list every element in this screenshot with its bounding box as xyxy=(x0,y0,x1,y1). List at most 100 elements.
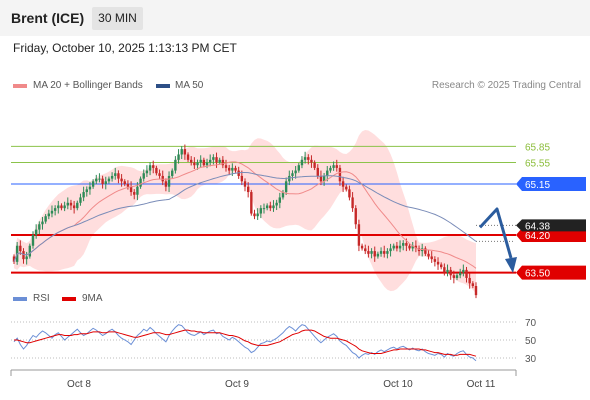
candle-body xyxy=(275,202,278,206)
rsi-legend-label: RSI xyxy=(33,293,50,304)
candle-body xyxy=(139,178,142,187)
last-price-tag xyxy=(516,219,586,232)
candle-body xyxy=(129,186,133,193)
candle-body xyxy=(316,167,319,176)
candle-body xyxy=(44,216,47,222)
candle-body xyxy=(458,272,462,276)
candle-body xyxy=(452,275,456,278)
candle-body xyxy=(402,243,405,246)
candle-body xyxy=(253,213,256,217)
candle-body xyxy=(133,192,136,195)
candle-body xyxy=(202,159,206,166)
candle-body xyxy=(272,205,275,209)
candle-body xyxy=(57,205,60,209)
candle-body xyxy=(190,159,193,163)
candle-body xyxy=(224,165,228,168)
candle-body xyxy=(414,245,418,249)
candle-body xyxy=(98,178,101,180)
candle-body xyxy=(364,248,367,252)
candle-body xyxy=(405,243,408,246)
candle-body xyxy=(107,178,111,182)
candle-body xyxy=(34,229,38,235)
candle-body xyxy=(234,167,237,171)
candle-body xyxy=(123,181,126,184)
candle-body xyxy=(60,205,63,209)
candle-body xyxy=(145,170,149,174)
candle-body xyxy=(297,165,300,171)
candle-body xyxy=(221,159,225,166)
candle-body xyxy=(243,181,247,187)
rsi-ma-legend-swatch xyxy=(62,297,76,301)
candle-body xyxy=(322,175,326,182)
candle-body xyxy=(303,157,307,160)
candle-body xyxy=(38,224,41,230)
candle-body xyxy=(72,205,76,209)
candle-body xyxy=(319,175,323,182)
candle-body xyxy=(262,208,266,210)
candle-body xyxy=(148,165,152,171)
bollinger-band xyxy=(14,130,476,294)
candle-body xyxy=(69,202,73,206)
candle-body xyxy=(427,253,430,257)
rsi-level-label-70: 70 xyxy=(525,318,537,329)
x-tick-label: Oct 11 xyxy=(467,379,496,390)
candle-body xyxy=(212,157,215,160)
candle-body xyxy=(95,178,98,182)
candle-body xyxy=(379,251,383,254)
candle-body xyxy=(104,181,107,184)
candle-body xyxy=(237,170,240,176)
ma50-legend-label: MA 50 xyxy=(175,80,204,91)
candle-body xyxy=(468,277,471,284)
level-tag-text-63.50: 63.50 xyxy=(525,269,550,280)
ma20-legend-label: MA 20 + Bollinger Bands xyxy=(33,80,143,91)
candle-body xyxy=(164,181,168,187)
candle-body xyxy=(265,205,269,209)
timeframe-button[interactable]: 30 MIN xyxy=(92,7,143,30)
candle-body xyxy=(155,167,158,174)
candle-body xyxy=(193,162,196,166)
rsi-legend-swatch xyxy=(13,297,27,301)
rsi-line xyxy=(13,324,477,362)
level-tag-text-64.20: 64.20 xyxy=(525,231,550,242)
candle-body xyxy=(383,251,386,254)
candle-body xyxy=(28,245,32,257)
candle-body xyxy=(351,197,354,209)
candle-body xyxy=(474,286,478,296)
candle-body xyxy=(66,202,69,206)
candle-body xyxy=(50,210,54,214)
candle-body xyxy=(370,251,373,254)
last-price-text: 64.38 xyxy=(525,221,550,232)
candle-body xyxy=(386,251,389,254)
level-tag-64.20 xyxy=(516,228,586,242)
candle-body xyxy=(256,213,259,217)
candle-body xyxy=(63,205,66,209)
forecast-arrowhead xyxy=(505,257,517,273)
candle-body xyxy=(142,173,145,179)
candle-body xyxy=(53,208,57,211)
candle-body xyxy=(291,173,294,176)
candle-body xyxy=(360,245,364,249)
candle-body xyxy=(284,181,288,193)
candle-body xyxy=(357,224,361,246)
ma50-legend-swatch xyxy=(156,84,170,88)
candle-body xyxy=(367,251,370,254)
candle-body xyxy=(186,154,190,160)
candle-body xyxy=(196,162,199,166)
candle-body xyxy=(281,192,285,198)
candle-body xyxy=(345,186,348,190)
rsi-ma-legend-label: 9MA xyxy=(82,293,103,304)
candle-body xyxy=(205,162,209,166)
candle-body xyxy=(117,173,120,179)
rsi-ma-line xyxy=(14,329,477,357)
rsi-level-label-50: 50 xyxy=(525,336,537,347)
candle-body xyxy=(465,269,468,278)
candle-body xyxy=(471,283,475,286)
candle-body xyxy=(338,167,342,182)
candle-body xyxy=(278,197,282,203)
candle-body xyxy=(288,175,291,182)
candle-body xyxy=(136,186,139,195)
candle-body xyxy=(326,170,329,176)
candle-body xyxy=(114,173,117,176)
level-tag-63.50 xyxy=(516,265,586,280)
level-label-65.85: 65.85 xyxy=(525,142,550,153)
